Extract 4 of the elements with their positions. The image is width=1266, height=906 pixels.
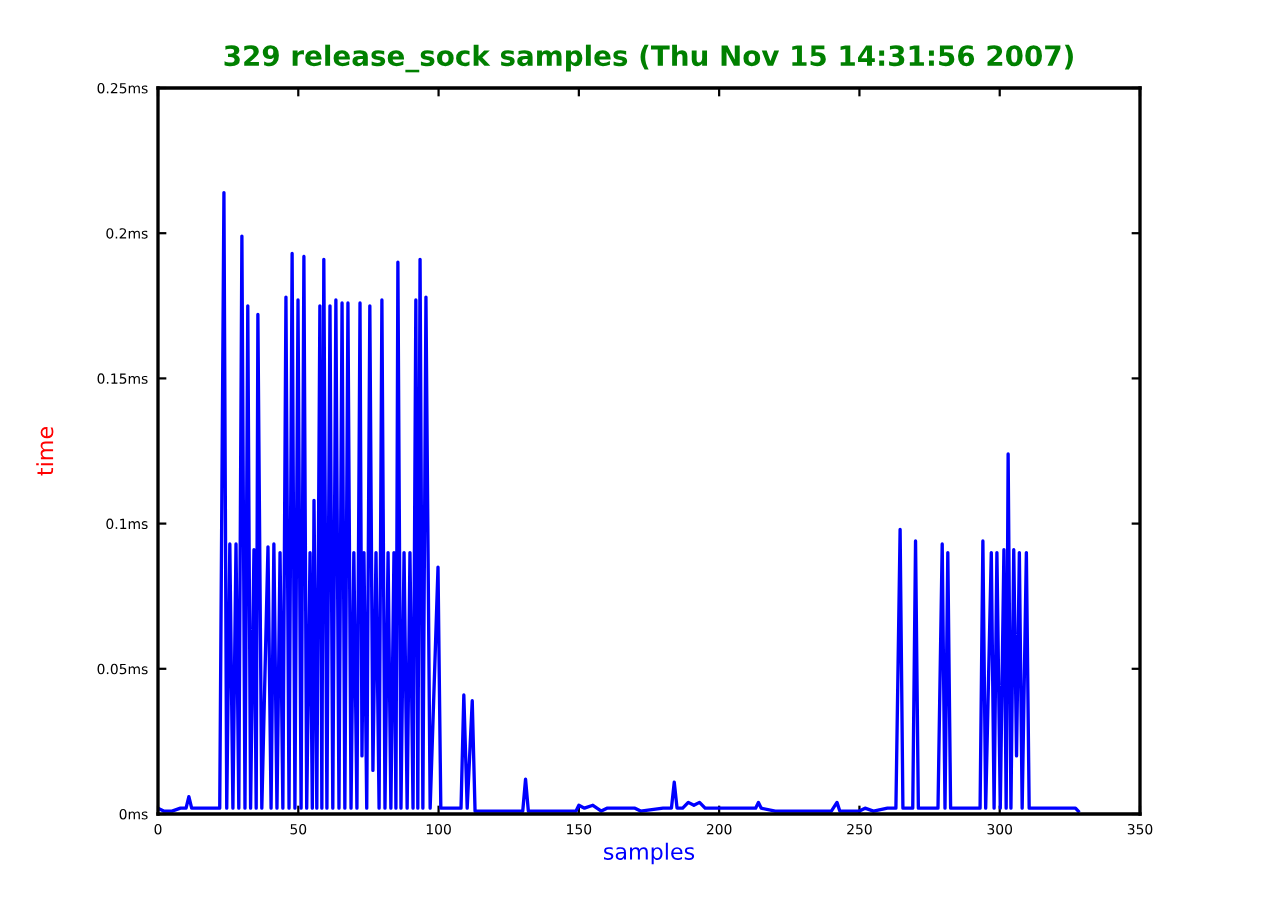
line-series: [158, 190, 1080, 813]
y-axis-title: time: [36, 427, 54, 476]
x-axis-title: samples: [604, 842, 695, 865]
chart-title: 329 release_sock samples (Thu Nov 15 14:31:56 2007): [224, 44, 1073, 73]
